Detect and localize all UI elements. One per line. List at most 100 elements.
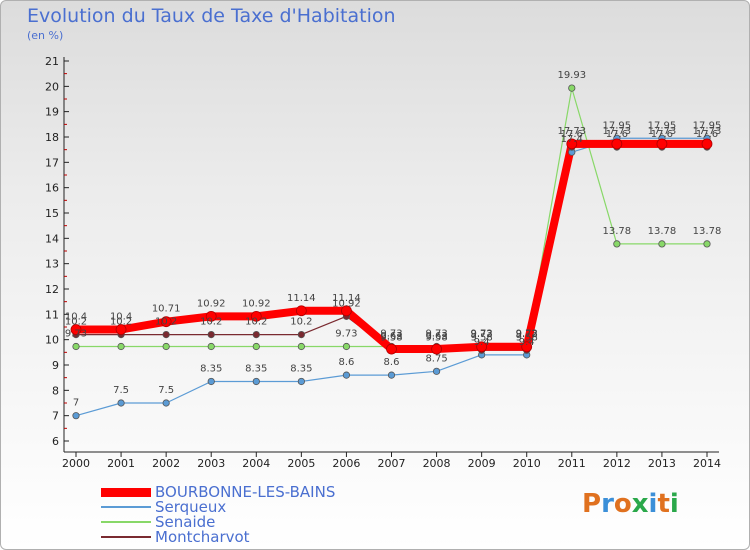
logo-letter: o (613, 489, 632, 519)
x-tick-label: 2001 (107, 457, 135, 470)
data-label: 17.6 (651, 129, 673, 140)
logo-letter: P (582, 489, 602, 519)
x-tick-label: 2012 (603, 457, 631, 470)
logo-letter: x (631, 489, 649, 519)
data-point (297, 377, 305, 386)
data-label: 10.92 (197, 298, 226, 309)
y-tick-label: 11 (45, 308, 59, 321)
data-point (72, 412, 80, 420)
data-point (205, 310, 217, 322)
logo-letter: i (648, 489, 658, 519)
data-label: 10.2 (155, 317, 177, 328)
logo-letter: i (669, 489, 679, 519)
data-point (207, 377, 215, 386)
legend-item: Montcharvot (101, 530, 401, 545)
data-point (207, 342, 215, 351)
data-label: 8.35 (200, 363, 222, 374)
data-label: 17.6 (561, 129, 583, 140)
x-tick-label: 2010 (513, 457, 541, 470)
data-point (252, 342, 260, 351)
y-tick-label: 7 (52, 410, 59, 423)
data-point (658, 240, 666, 248)
data-label: 17.95 (693, 120, 722, 131)
data-point (252, 330, 260, 339)
data-label: 11.14 (332, 293, 361, 304)
data-label: 13.78 (603, 226, 632, 237)
data-point (431, 343, 442, 355)
data-point (611, 138, 623, 150)
data-point (252, 377, 260, 386)
chart-subtitle: (en %) (27, 29, 64, 42)
data-label: 9.63 (425, 331, 447, 342)
data-point (160, 316, 172, 328)
data-point (70, 324, 82, 335)
data-label: 17.73 (693, 126, 722, 137)
x-tick-label: 2008 (423, 457, 451, 470)
data-point (72, 342, 80, 351)
data-point (568, 84, 576, 92)
data-label: 17.6 (696, 129, 718, 140)
data-label: 17.6 (606, 129, 628, 140)
legend-item: Senaide (101, 515, 401, 530)
data-label: 8.35 (245, 363, 267, 374)
data-label: 11.14 (287, 293, 316, 304)
data-label: 10.92 (332, 298, 361, 309)
data-label: 10.4 (65, 312, 87, 323)
data-point (295, 305, 307, 317)
y-tick-label: 20 (45, 80, 59, 93)
data-label: 17.95 (603, 120, 632, 131)
y-tick-label: 12 (45, 283, 59, 296)
y-tick-label: 21 (45, 55, 59, 68)
data-point (386, 343, 397, 355)
data-point (162, 330, 170, 339)
data-label: 9.63 (380, 331, 402, 342)
data-point (162, 399, 170, 407)
logo-letter: t (657, 489, 670, 519)
legend-label: Montcharvot (155, 528, 250, 546)
data-point (703, 240, 711, 248)
data-label: 10.4 (110, 312, 132, 323)
x-tick-label: 2005 (287, 457, 315, 470)
data-point (613, 240, 621, 248)
data-point (701, 138, 713, 150)
legend-label: Senaide (155, 513, 216, 531)
legend-swatch (101, 536, 151, 538)
data-label: 9.73 (471, 329, 493, 340)
x-tick-label: 2004 (242, 457, 270, 470)
data-label: 8.6 (338, 357, 354, 368)
data-label: 19.93 (557, 70, 586, 81)
data-point (476, 341, 488, 353)
y-tick-label: 13 (45, 258, 59, 271)
data-point (207, 330, 215, 339)
legend-label: Serqueux (155, 498, 227, 516)
data-label: 17.73 (557, 126, 586, 137)
data-label: 7.5 (158, 385, 174, 396)
y-tick-label: 16 (45, 182, 59, 195)
legend-label: BOURBONNE-LES-BAINS (155, 483, 336, 501)
data-label: 9.73 (380, 329, 402, 340)
data-point (297, 330, 305, 339)
data-label: 9.72 (471, 329, 493, 340)
proxiti-logo: Proxiti (582, 489, 679, 519)
data-label: 7 (73, 398, 79, 409)
legend-swatch (101, 521, 151, 523)
x-tick-label: 2011 (558, 457, 586, 470)
data-label: 17.73 (648, 126, 677, 137)
data-point (162, 342, 170, 351)
data-label: 17.95 (648, 120, 677, 131)
legend-item: BOURBONNE-LES-BAINS (101, 485, 401, 500)
legend-swatch (101, 506, 151, 508)
data-label: 9.73 (516, 329, 538, 340)
data-point (656, 138, 668, 150)
data-label: 9.73 (65, 329, 87, 340)
data-label: 13.78 (693, 226, 722, 237)
data-label: 9.4 (474, 337, 490, 348)
data-label: 9.73 (335, 329, 357, 340)
data-point (566, 138, 578, 150)
data-label: 9.72 (516, 329, 538, 340)
data-label: 10.2 (200, 317, 222, 328)
data-label: 9.58 (471, 332, 493, 343)
chart-title: Evolution du Taux de Taxe d'Habitation (27, 5, 396, 27)
y-tick-label: 10 (45, 334, 59, 347)
